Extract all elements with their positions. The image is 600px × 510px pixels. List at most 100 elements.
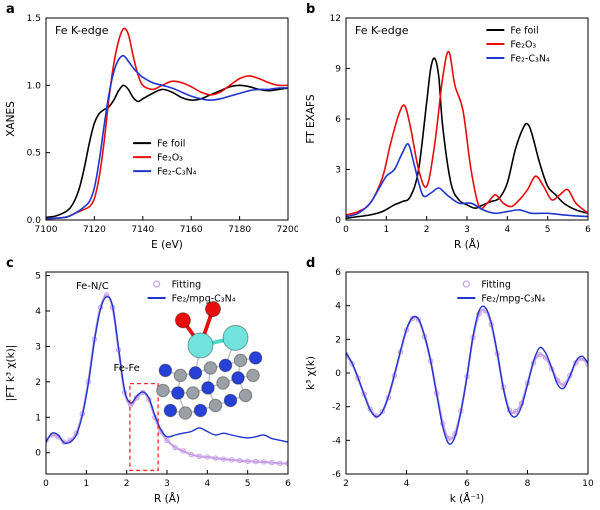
atom-n: [218, 358, 233, 373]
svg-text:1.5: 1.5: [27, 14, 41, 24]
plot-frame: [345, 17, 589, 221]
svg-text:7100: 7100: [35, 225, 58, 235]
svg-text:0: 0: [335, 369, 341, 379]
atom-n: [193, 403, 208, 418]
y-axis-label: |FT k³ χ(k)|: [5, 345, 17, 402]
atom-c: [203, 361, 218, 375]
svg-text:7120: 7120: [83, 225, 106, 235]
y-axis-label: k³ χ(k): [305, 356, 317, 390]
annotation-text: Fe-N/C: [76, 281, 109, 292]
panel-label-a: a: [6, 2, 15, 17]
svg-text:5: 5: [545, 225, 551, 235]
atom-c: [208, 398, 223, 413]
svg-text:2: 2: [343, 479, 349, 489]
svg-text:3: 3: [335, 166, 341, 176]
svg-text:6: 6: [335, 268, 341, 278]
series-fe-c-n-: [46, 54, 288, 220]
atom-n: [223, 393, 238, 408]
svg-text:0: 0: [35, 449, 41, 459]
svg-text:3: 3: [35, 342, 41, 352]
annotation-text: Fe-Fe: [114, 363, 140, 374]
chart-c-container: 0 1 2 3 4 5 6 0 1 2 3 4 5 R (Å) |FT k³ χ(k)| Fe-N/C Fe-F…: [2, 260, 298, 506]
series-fe-mpg-c-n-: [46, 295, 288, 445]
svg-text:2: 2: [424, 225, 430, 235]
molecular-structure-inset: [156, 301, 263, 420]
atom-o: [204, 301, 221, 318]
legend-label: Fe foil: [157, 139, 185, 150]
atom-c: [178, 406, 193, 420]
atom-n: [171, 386, 185, 400]
svg-text:6: 6: [585, 225, 591, 235]
atom-n: [188, 366, 203, 380]
legend: Fitting Fe₂/mpg-C₃N₄: [147, 280, 236, 305]
svg-text:2: 2: [35, 378, 41, 388]
svg-text:7180: 7180: [228, 225, 251, 235]
chart-svg-a: 7100 7120 7140 7160 7180 7200 0.0 0.5 1.0 1.5 E (e…: [5, 14, 300, 251]
atom-fe: [187, 332, 214, 359]
panel-title: Fe K-edge: [55, 24, 109, 37]
svg-text:4: 4: [204, 479, 210, 489]
legend-label: Fitting: [481, 280, 511, 291]
plot-frame: [45, 271, 289, 475]
svg-text:2: 2: [124, 479, 130, 489]
chart-svg-c: 0 1 2 3 4 5 6 0 1 2 3 4 5 R (Å) |FT k³ χ(k)| Fe-N/C Fe-F…: [5, 271, 291, 505]
svg-text:4: 4: [504, 225, 510, 235]
panel-label-d: d: [306, 256, 316, 271]
legend-label: Fe₂O₃: [157, 153, 183, 164]
svg-text:2: 2: [335, 335, 341, 345]
svg-text:9: 9: [335, 65, 341, 75]
atom-n: [158, 363, 173, 378]
legend-label: Fe₂O₃: [510, 40, 536, 51]
chart-b-container: 0 1 2 3 4 5 6 0 3 6 9 12 R (Å) FT EXAFS Fe K-edge Fe fo…: [302, 6, 598, 252]
legend-label: Fitting: [172, 280, 202, 291]
legend-label: Fe₂/mpg-C₃N₄: [481, 294, 545, 305]
atom-o: [174, 312, 191, 329]
panel-title: Fe K-edge: [355, 24, 409, 37]
atom-c: [246, 368, 260, 383]
atom-n: [201, 381, 215, 395]
y-axis-label: FT EXAFS: [305, 94, 317, 143]
series-group: [346, 305, 588, 445]
legend: Fe foil Fe₂O₃ Fe₂-C₃N₄: [133, 139, 197, 178]
svg-text:0.0: 0.0: [27, 216, 42, 226]
atom-c: [233, 353, 248, 368]
series-fe-o-: [46, 27, 288, 220]
svg-text:3: 3: [464, 225, 470, 235]
svg-text:6: 6: [335, 115, 341, 125]
series-fe-c-n-: [346, 143, 588, 218]
svg-text:5: 5: [245, 479, 251, 489]
svg-text:1: 1: [383, 225, 389, 235]
svg-text:1: 1: [83, 479, 89, 489]
svg-text:-2: -2: [332, 403, 341, 413]
atom-c: [186, 386, 200, 400]
svg-text:0: 0: [343, 225, 349, 235]
svg-text:-6: -6: [332, 470, 341, 480]
svg-text:7200: 7200: [277, 225, 298, 235]
axes-c: 0 1 2 3 4 5 6 0 1 2 3 4 5 R (Å) |FT k³ χ(k)|: [5, 272, 291, 505]
axes-d: 2 4 6 8 10 -6 -4 -2 0 2 4 6 k (Å⁻¹) k³ χ(k): [305, 268, 594, 505]
svg-text:5: 5: [35, 272, 41, 282]
svg-text:1: 1: [35, 413, 41, 423]
atom-c: [173, 368, 188, 383]
svg-text:0.5: 0.5: [27, 149, 41, 159]
series-group: [46, 27, 288, 220]
chart-d-container: 2 4 6 8 10 -6 -4 -2 0 2 4 6 k (Å⁻¹) k³ χ(k) Fitting Fe₂…: [302, 260, 598, 506]
svg-text:6: 6: [464, 479, 470, 489]
axes-a: 7100 7120 7140 7160 7180 7200 0.0 0.5 1.0 1.5 E (e…: [5, 14, 300, 251]
annotation-dashed-rect: [129, 382, 159, 472]
y-axis-label: XANES: [5, 101, 17, 137]
atom-c: [238, 388, 253, 403]
series-group: [346, 50, 588, 220]
legend-label: Fe₂-C₃N₄: [157, 167, 197, 178]
chart-svg-d: 2 4 6 8 10 -6 -4 -2 0 2 4 6 k (Å⁻¹) k³ χ(k) Fitting Fe₂…: [305, 268, 594, 505]
plot-frame: [345, 271, 589, 475]
svg-text:4: 4: [35, 307, 41, 317]
atom-n: [248, 351, 263, 365]
plot-frame: [45, 17, 289, 221]
x-axis-label: R (Å): [454, 238, 480, 251]
legend: Fe foil Fe₂O₃ Fe₂-C₃N₄: [486, 26, 550, 65]
svg-text:4: 4: [335, 302, 341, 312]
panel-label-b: b: [306, 2, 316, 17]
series-fe-o-: [346, 50, 588, 216]
